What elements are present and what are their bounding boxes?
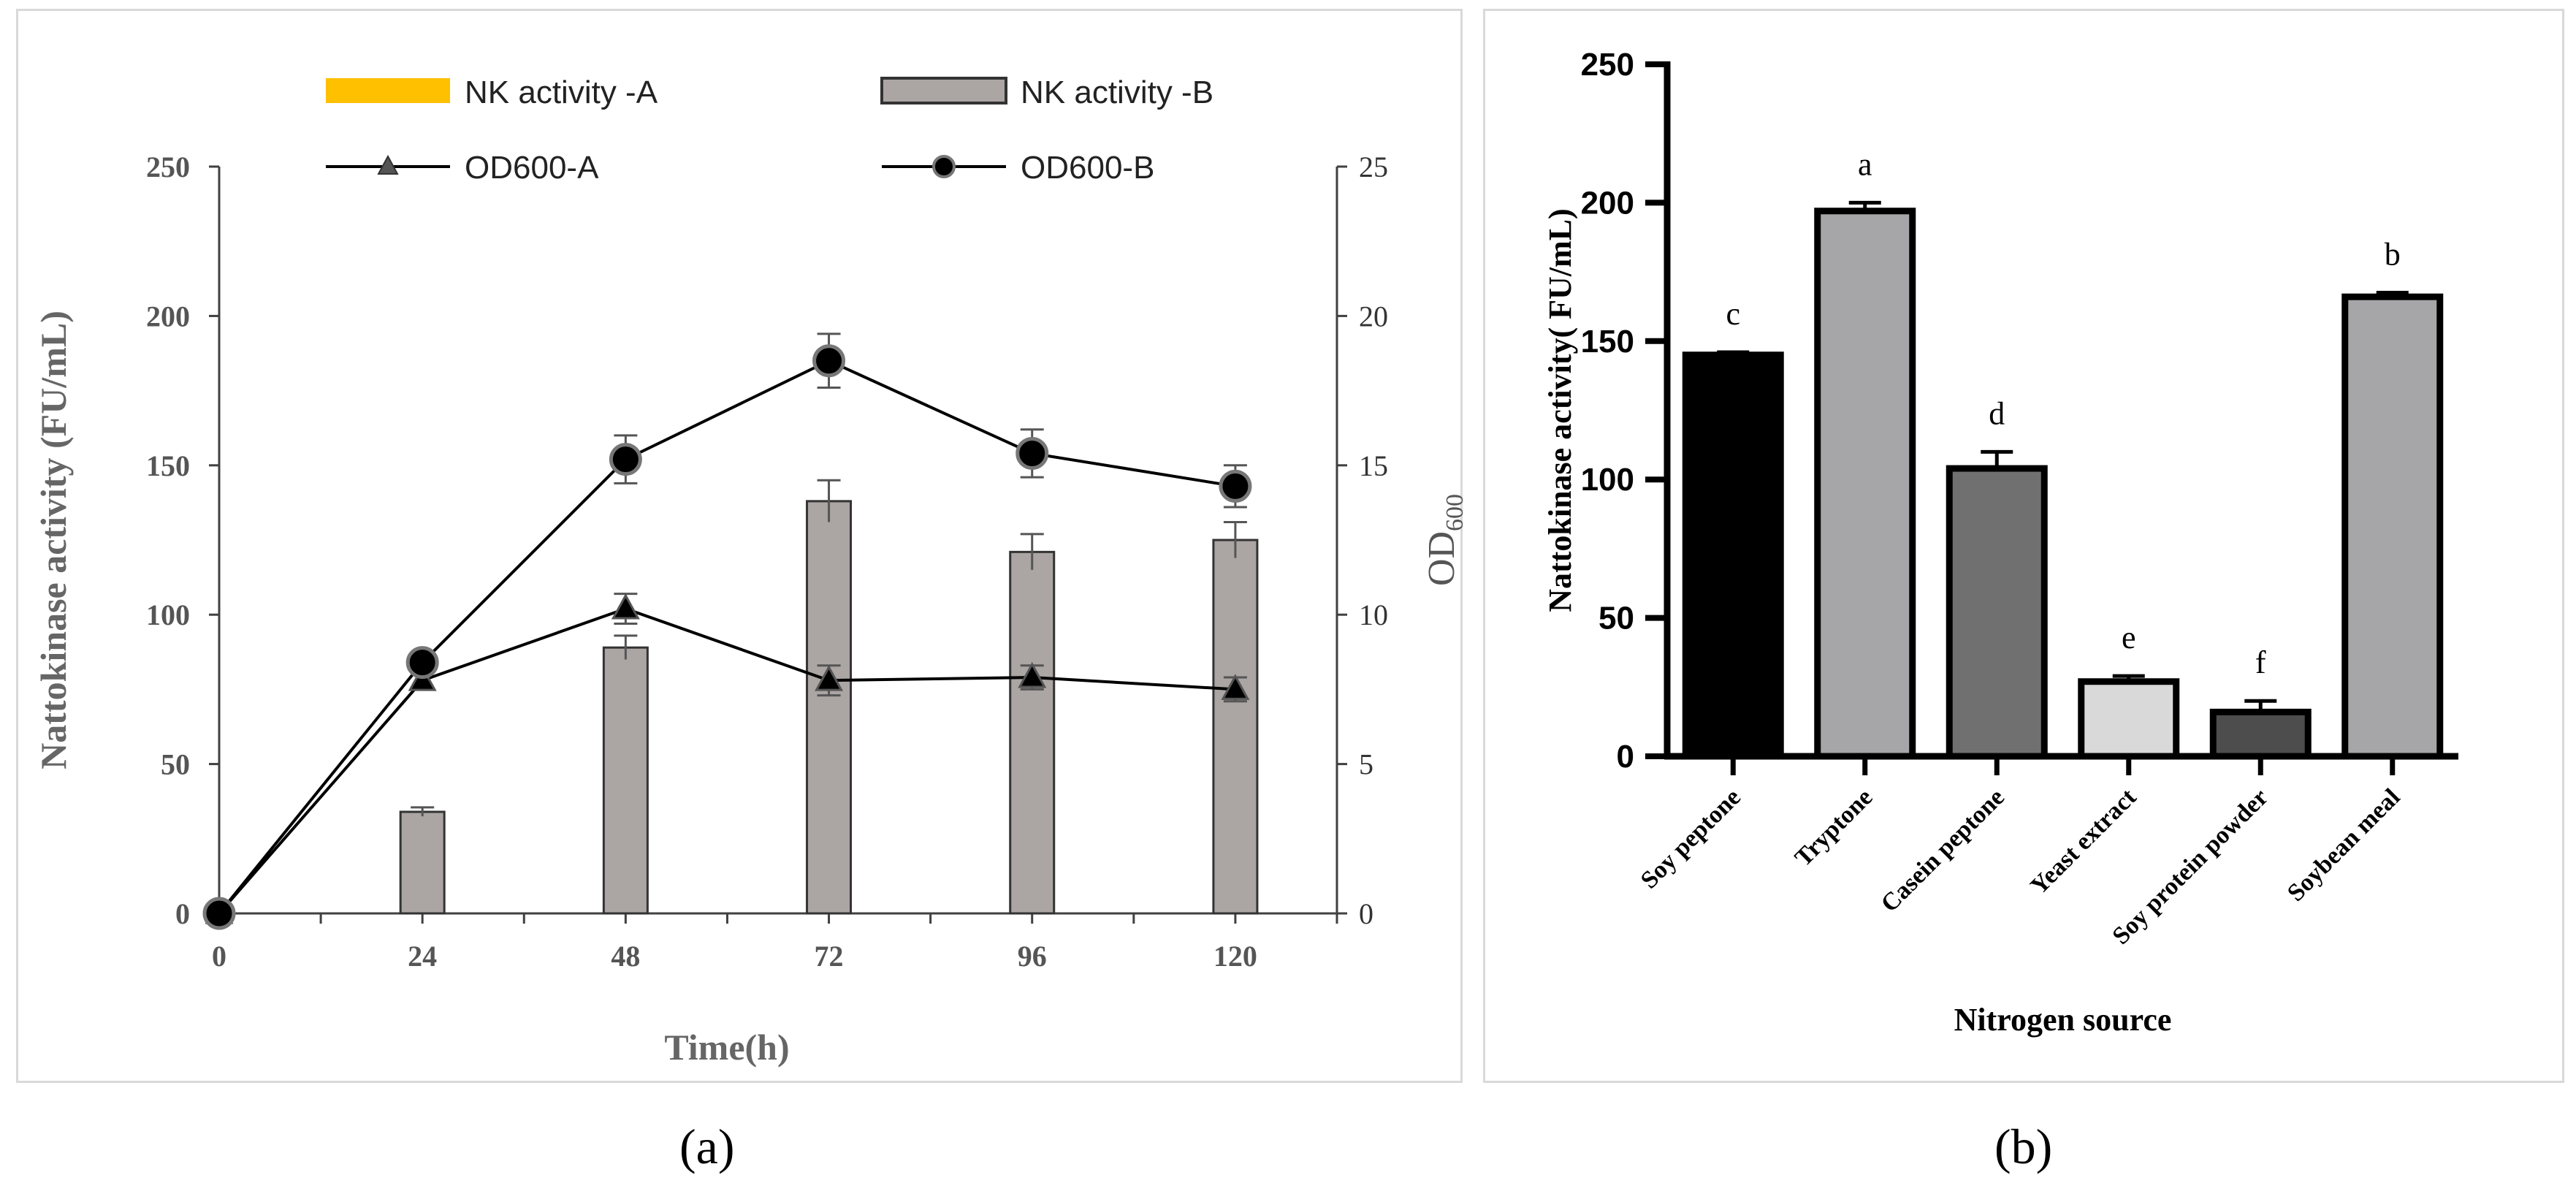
bar-0: [1682, 351, 1784, 760]
bar-1-1: [399, 810, 446, 915]
y-tick-label-0: 0: [1617, 739, 1634, 775]
panel-a-label: (a): [679, 1119, 735, 1174]
point-1-4: [1015, 436, 1049, 470]
x-tick-label-5: 120: [1213, 940, 1257, 973]
bar-5: [2341, 293, 2444, 760]
significance-letter-0: c: [1726, 296, 1740, 332]
line-1: [218, 359, 1236, 915]
x-tick-label-3: Yeast extract: [2025, 783, 2141, 900]
point-1-0: [202, 897, 236, 930]
x-tick-label-0: Soy peptone: [1636, 783, 1746, 894]
right-y-axis-label-sub: 600: [1441, 494, 1468, 531]
bar-1: [1814, 208, 1916, 760]
legend-label-3: OD600-B: [1021, 150, 1154, 186]
point-1-2: [609, 443, 642, 476]
legend-label-0: NK activity -A: [465, 75, 658, 110]
left-tick-label-1: 50: [161, 748, 190, 781]
bar-1-5: [1212, 539, 1259, 915]
legend-swatch-0: [326, 78, 450, 103]
point-0-5: [1221, 674, 1250, 700]
right-y-axis-label-main: OD: [1421, 531, 1463, 586]
panel-b-label: (b): [1994, 1119, 2053, 1174]
legend-swatch-1: [880, 77, 1007, 104]
x-tick-label-1: Tryptone: [1790, 783, 1878, 872]
x-tick-label-5: Soybean meal: [2282, 783, 2405, 906]
chart-b: 0 50 100 150 200 250 c Soy peptone a Tryptone d Cas…: [1542, 47, 2458, 1038]
left-tick-label-5: 250: [146, 151, 190, 183]
point-0-3: [815, 665, 844, 691]
y-tick-label-3: 150: [1581, 324, 1634, 360]
y-axis-label: Nattokinase activity( FU/mL): [1542, 208, 1578, 612]
x-axis-label: Time(h): [664, 1027, 789, 1068]
x-axis-label: Nitrogen source: [1954, 1002, 2172, 1038]
y-tick-label-4: 200: [1581, 185, 1634, 221]
right-tick-label-3: 15: [1359, 449, 1388, 482]
right-tick-label-2: 10: [1359, 598, 1388, 631]
y-tick-label-1: 50: [1598, 601, 1634, 636]
point-1-5: [1219, 469, 1252, 503]
legend-label-1: NK activity -B: [1021, 75, 1213, 110]
right-tick-label-0: 0: [1359, 897, 1373, 930]
y-tick-label-5: 250: [1581, 47, 1634, 83]
bar-1-4: [1009, 550, 1056, 915]
point-0-4: [1018, 661, 1047, 688]
x-tick-label-0: 0: [212, 940, 226, 973]
point-1-1: [405, 646, 439, 680]
point-1-3: [812, 344, 846, 378]
right-tick-label-4: 20: [1359, 300, 1388, 332]
point-0-2: [611, 593, 640, 620]
x-tick-label-4: 96: [1018, 940, 1047, 973]
significance-letter-3: e: [2122, 620, 2136, 655]
x-tick-label-2: 48: [611, 940, 640, 973]
legend-marker-2: [377, 154, 399, 175]
significance-letter-5: b: [2385, 237, 2401, 273]
bar-1-3: [806, 500, 853, 915]
left-tick-label-4: 200: [146, 300, 190, 332]
right-tick-label-1: 5: [1359, 748, 1373, 781]
bar-2: [1946, 465, 2048, 760]
bar-1-2: [602, 646, 649, 915]
legend-marker-3: [932, 155, 956, 178]
legend-label-2: OD600-A: [465, 150, 599, 186]
bar-4: [2209, 708, 2312, 760]
x-tick-label-3: 72: [815, 940, 844, 973]
significance-letter-1: a: [1858, 146, 1872, 182]
right-tick-label-5: 25: [1359, 151, 1388, 183]
x-tick-label-1: 24: [408, 940, 437, 973]
left-tick-label-2: 100: [146, 598, 190, 631]
significance-letter-4: f: [2255, 644, 2266, 680]
left-tick-label-3: 150: [146, 449, 190, 482]
left-y-axis-label: Nattokinase activity (FU/mL): [33, 311, 74, 769]
bar-3: [2078, 678, 2180, 760]
y-tick-label-2: 100: [1581, 462, 1634, 498]
line-0: [218, 606, 1236, 915]
x-tick-label-2: Casein peptone: [1876, 783, 2010, 917]
left-tick-label-0: 0: [175, 897, 190, 930]
right-y-axis-label: OD600: [1421, 494, 1468, 586]
significance-letter-2: d: [1989, 395, 2005, 431]
